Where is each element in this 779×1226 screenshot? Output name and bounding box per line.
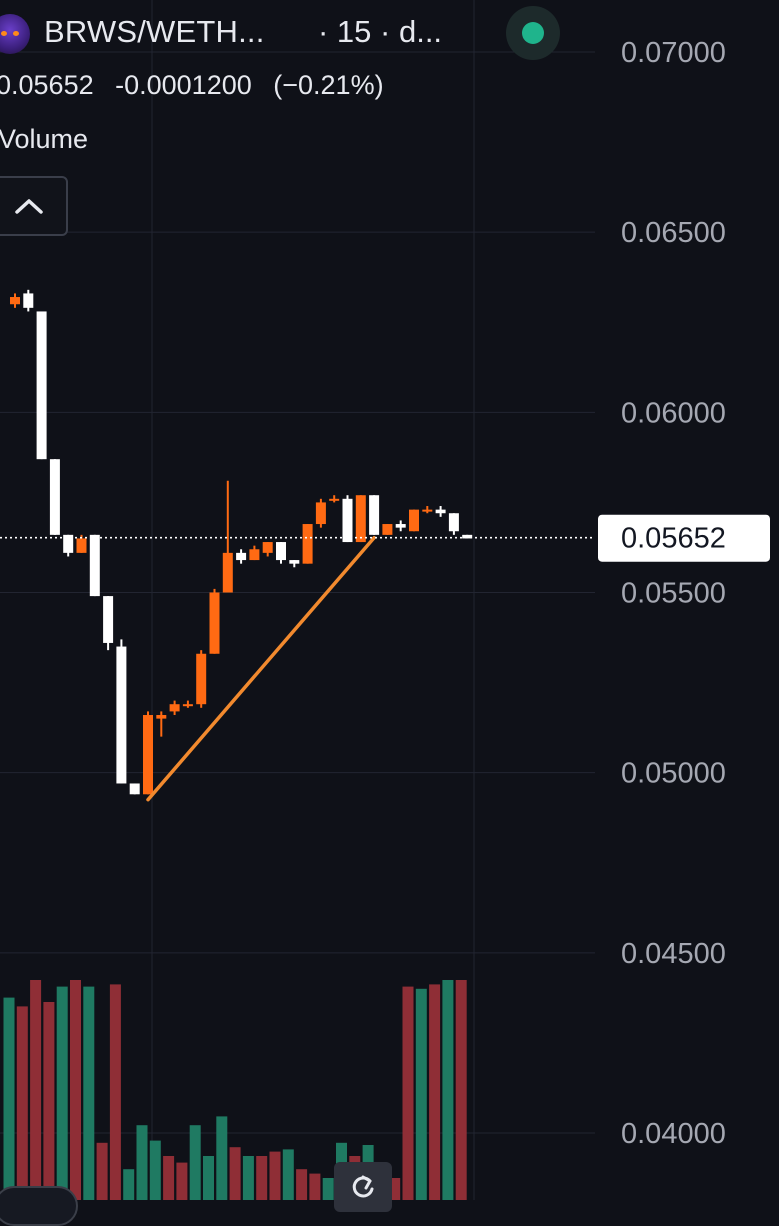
- candle-body: [76, 538, 87, 553]
- volume-bar: [43, 1002, 55, 1200]
- chevron-up-icon: [15, 199, 43, 214]
- volume-label: Volume: [0, 124, 89, 154]
- last-price: 0.05652: [0, 70, 94, 100]
- candle-body: [249, 549, 260, 561]
- bottom-left-button[interactable]: [0, 1186, 78, 1226]
- volume-bar: [402, 986, 414, 1200]
- volume-bar: [3, 997, 15, 1200]
- volume-bar: [455, 980, 467, 1200]
- candle-body: [355, 495, 366, 543]
- avatar-eye-left: [1, 31, 7, 36]
- volume-bar: [242, 1156, 254, 1200]
- price-summary: 0.05652 -0.0001200 (−0.21%): [0, 70, 398, 101]
- volume-bar: [96, 1142, 108, 1200]
- status-dot-icon: [522, 22, 544, 44]
- volume-bar: [16, 1006, 28, 1200]
- candle-body: [196, 653, 207, 705]
- price-change-percent: (−0.21%): [273, 70, 384, 100]
- candle-body: [89, 534, 100, 597]
- candle-body: [435, 509, 446, 514]
- candle-body: [448, 513, 459, 532]
- candle-body: [63, 534, 74, 553]
- volume-bar: [216, 1116, 228, 1200]
- market-status[interactable]: [506, 6, 560, 60]
- candle-body: [10, 297, 20, 305]
- volume-bar: [189, 1125, 201, 1200]
- candle-body: [103, 596, 114, 643]
- candle-body: [23, 293, 34, 308]
- price-axis-tick-label: 0.07000: [621, 37, 726, 69]
- candle-body: [289, 560, 300, 564]
- current-price-badge[interactable]: [598, 514, 770, 562]
- volume-bar: [123, 1169, 135, 1200]
- candle-body: [169, 704, 180, 712]
- volume-bar: [109, 984, 121, 1200]
- price-axis-tick-label: 0.05500: [621, 578, 726, 610]
- volume-bar: [136, 1125, 148, 1200]
- trendline-layer[interactable]: [146, 535, 376, 802]
- candle-body: [49, 459, 60, 535]
- candle-body: [329, 498, 340, 501]
- volume-bar: [56, 986, 68, 1200]
- candle-body: [462, 534, 473, 539]
- candle-body: [262, 542, 273, 553]
- volume-bar: [309, 1173, 321, 1200]
- volume-bar: [256, 1156, 268, 1200]
- candle-body: [209, 592, 220, 654]
- candle-body: [143, 715, 153, 795]
- candle-body: [302, 524, 313, 564]
- candle-body: [422, 509, 433, 512]
- candle-body: [182, 704, 193, 707]
- candle-body: [395, 524, 406, 528]
- reset-rotate-icon: [352, 1175, 374, 1198]
- volume-bar: [203, 1156, 214, 1200]
- candle-body: [129, 783, 140, 795]
- volume-bar: [322, 1178, 334, 1200]
- price-change: -0.0001200: [115, 70, 252, 100]
- candle-body: [116, 646, 127, 784]
- reset-chart-button[interactable]: [334, 1162, 392, 1212]
- candle-body: [222, 552, 233, 593]
- volume-bar: [442, 980, 454, 1200]
- collapse-button[interactable]: [0, 176, 68, 236]
- candle-body: [315, 502, 326, 525]
- interval-label[interactable]: · 15 · d...: [318, 14, 443, 49]
- avatar-eye-right: [13, 31, 19, 36]
- price-axis-tick-label: 0.05000: [621, 758, 726, 790]
- candle-body: [369, 495, 380, 535]
- volume-bar: [269, 1151, 281, 1200]
- volume-bar: [389, 1178, 401, 1200]
- volume-bar: [30, 980, 42, 1200]
- price-axis-tick-label: 0.04000: [621, 1118, 726, 1150]
- volume-bar: [149, 1140, 161, 1200]
- current-price-label: 0.05652: [621, 523, 726, 555]
- volume-bar: [163, 1156, 175, 1200]
- candle-body: [382, 524, 393, 535]
- price-axis[interactable]: 0.07000 0.06500 0.06000 0.05500 0.05000 0.045…: [598, 37, 770, 1150]
- candle-body: [236, 552, 247, 561]
- volume-bar: [429, 984, 441, 1200]
- price-axis-tick-label: 0.04500: [621, 938, 726, 970]
- volume-bar: [296, 1169, 308, 1200]
- volume-bar: [282, 1149, 294, 1200]
- candle-body: [342, 498, 353, 543]
- price-axis-tick-label: 0.06000: [621, 397, 726, 429]
- candle-body: [409, 509, 419, 532]
- volume-bar: [176, 1162, 188, 1200]
- volume-bar: [229, 1147, 241, 1200]
- chart-header: BRWS/WETH... · 15 · d... 0.05652 -0.0001…: [0, 0, 600, 250]
- candlestick-chart[interactable]: 0.07000 0.06500 0.06000 0.05500 0.05000 0.045…: [0, 0, 779, 1200]
- candle-body: [36, 311, 47, 460]
- price-axis-tick-label: 0.06500: [621, 217, 726, 249]
- candle-body: [276, 542, 286, 561]
- candles: [10, 289, 473, 795]
- volume-bars: [3, 980, 467, 1200]
- volume-bar: [83, 986, 95, 1200]
- candle-body: [156, 715, 167, 719]
- trendline[interactable]: [146, 535, 376, 802]
- volume-bar: [70, 980, 81, 1200]
- volume-bar: [415, 988, 427, 1200]
- pair-title[interactable]: BRWS/WETH...: [44, 14, 265, 49]
